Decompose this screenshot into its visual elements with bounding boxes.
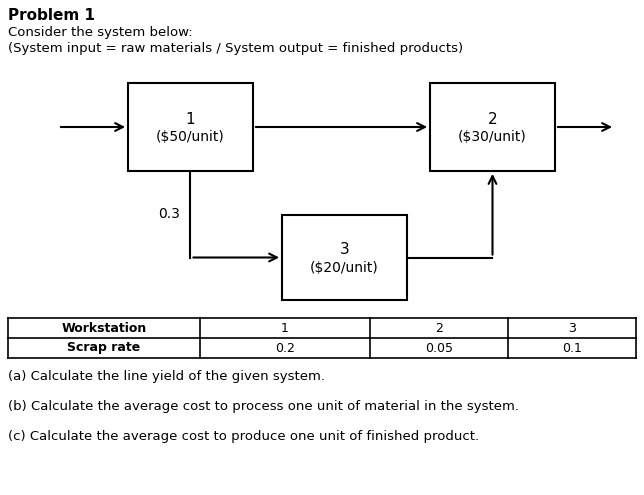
Text: ($30/unit): ($30/unit) xyxy=(458,130,527,144)
Bar xyxy=(282,215,407,300)
Text: 0.2: 0.2 xyxy=(275,342,295,354)
Text: 0.1: 0.1 xyxy=(562,342,582,354)
Text: 3: 3 xyxy=(339,242,350,257)
Text: Consider the system below:: Consider the system below: xyxy=(8,26,193,39)
Text: ($20/unit): ($20/unit) xyxy=(310,260,379,275)
Text: 1: 1 xyxy=(185,111,195,127)
Text: Problem 1: Problem 1 xyxy=(8,8,95,23)
Text: Workstation: Workstation xyxy=(61,321,147,335)
Text: (a) Calculate the line yield of the given system.: (a) Calculate the line yield of the give… xyxy=(8,370,325,383)
Text: 2: 2 xyxy=(488,111,497,127)
Text: 0.3: 0.3 xyxy=(158,207,180,221)
Bar xyxy=(430,83,555,171)
Text: 0.05: 0.05 xyxy=(425,342,453,354)
Text: 3: 3 xyxy=(568,321,576,335)
Text: 2: 2 xyxy=(435,321,443,335)
Text: (System input = raw materials / System output = finished products): (System input = raw materials / System o… xyxy=(8,42,463,55)
Text: Scrap rate: Scrap rate xyxy=(68,342,140,354)
Text: (b) Calculate the average cost to process one unit of material in the system.: (b) Calculate the average cost to proces… xyxy=(8,400,519,413)
Text: 1: 1 xyxy=(281,321,289,335)
Text: (c) Calculate the average cost to produce one unit of finished product.: (c) Calculate the average cost to produc… xyxy=(8,430,479,443)
Bar xyxy=(128,83,253,171)
Text: ($50/unit): ($50/unit) xyxy=(156,130,225,144)
